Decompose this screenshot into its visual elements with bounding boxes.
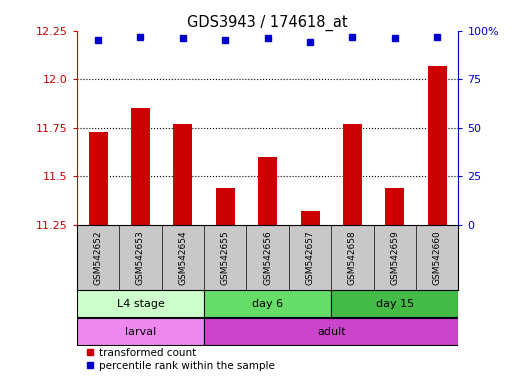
Text: GSM542654: GSM542654: [179, 230, 187, 285]
Bar: [204, 318, 458, 345]
Bar: [77, 318, 204, 345]
Bar: [258, 157, 277, 225]
Bar: [216, 188, 235, 225]
Bar: [301, 211, 320, 225]
Title: GDS3943 / 174618_at: GDS3943 / 174618_at: [187, 15, 348, 31]
Bar: [89, 132, 108, 225]
Text: GSM542659: GSM542659: [391, 230, 399, 285]
Text: GSM542657: GSM542657: [306, 230, 314, 285]
Bar: [385, 188, 404, 225]
Text: larval: larval: [125, 327, 156, 337]
Text: day 15: day 15: [376, 299, 414, 309]
Text: GSM542660: GSM542660: [433, 230, 441, 285]
Bar: [331, 290, 458, 317]
Text: GSM542656: GSM542656: [263, 230, 272, 285]
Bar: [131, 108, 150, 225]
Text: day 6: day 6: [252, 299, 283, 309]
Text: GSM542658: GSM542658: [348, 230, 357, 285]
Legend: transformed count, percentile rank within the sample: transformed count, percentile rank withi…: [82, 344, 279, 375]
Bar: [428, 66, 447, 225]
Bar: [173, 124, 192, 225]
Bar: [343, 124, 362, 225]
Text: GSM542655: GSM542655: [221, 230, 229, 285]
Text: GSM542652: GSM542652: [94, 230, 102, 285]
Bar: [77, 290, 204, 317]
Text: GSM542653: GSM542653: [136, 230, 145, 285]
Bar: [204, 290, 331, 317]
Text: L4 stage: L4 stage: [117, 299, 164, 309]
Text: adult: adult: [317, 327, 346, 337]
